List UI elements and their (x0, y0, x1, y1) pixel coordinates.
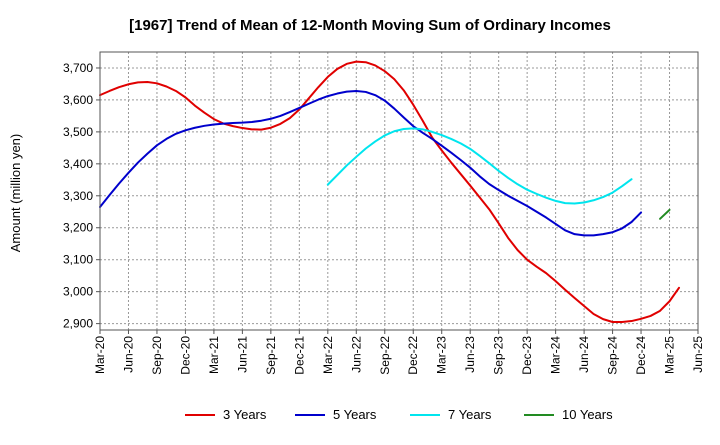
y-axis-label: Amount (million yen) (8, 134, 23, 253)
legend-label: 5 Years (333, 407, 377, 422)
y-tick-label: 3,100 (63, 253, 93, 267)
series-lines (99, 60, 681, 324)
x-tick-label: Mar-21 (207, 336, 221, 374)
series-line-10-years (659, 208, 671, 220)
x-tick-label: Jun-25 (691, 336, 705, 373)
x-tick-label: Jun-23 (463, 336, 477, 373)
x-tick-label: Jun-22 (349, 336, 363, 373)
y-tick-label: 3,200 (63, 221, 93, 235)
y-axis-ticks: 2,900 3,000 3,100 3,200 3,300 3,400 3,500 3,600… (63, 61, 100, 331)
x-tick-label: Jun-24 (577, 336, 591, 373)
series-line-7-years (326, 127, 633, 205)
x-tick-label: Sep-22 (378, 336, 392, 375)
x-tick-label: Mar-24 (549, 336, 563, 374)
series-line-5-years (99, 89, 643, 237)
chart-title: [1967] Trend of Mean of 12-Month Moving … (129, 17, 611, 34)
y-tick-label: 2,900 (63, 317, 93, 331)
x-tick-label: Mar-20 (93, 336, 107, 374)
x-tick-label: Dec-21 (292, 336, 306, 375)
x-tick-label: Mar-25 (663, 336, 677, 374)
x-axis-ticks: Mar-20 Jun-20 Sep-20 Dec-20 Mar-21 Jun-21 Sep-… (93, 330, 705, 375)
y-tick-label: 3,300 (63, 189, 93, 203)
y-tick-label: 3,000 (63, 285, 93, 299)
x-tick-label: Jun-20 (121, 336, 135, 373)
x-tick-label: Mar-23 (435, 336, 449, 374)
x-tick-label: Sep-21 (264, 336, 278, 375)
legend-label: 7 Years (448, 407, 492, 422)
y-tick-label: 3,500 (63, 125, 93, 139)
legend-label: 10 Years (562, 407, 613, 422)
x-tick-label: Sep-24 (606, 336, 620, 375)
x-tick-label: Sep-23 (492, 336, 506, 375)
grid (99, 52, 699, 330)
series-line-3-years (99, 60, 681, 324)
legend-label: 3 Years (223, 407, 267, 422)
x-tick-label: Dec-23 (520, 336, 534, 375)
y-tick-label: 3,700 (63, 61, 93, 75)
y-tick-label: 3,600 (63, 93, 93, 107)
plot-frame (99, 51, 699, 331)
x-tick-label: Dec-24 (634, 336, 648, 375)
x-tick-label: Jun-21 (235, 336, 249, 373)
x-tick-label: Sep-20 (150, 336, 164, 375)
plot-border (99, 51, 699, 331)
x-tick-label: Mar-22 (321, 336, 335, 374)
x-tick-label: Dec-22 (406, 336, 420, 375)
y-tick-label: 3,400 (63, 157, 93, 171)
x-tick-label: Dec-20 (178, 336, 192, 375)
legend: 3 Years 5 Years 7 Years 10 Years (185, 407, 613, 422)
